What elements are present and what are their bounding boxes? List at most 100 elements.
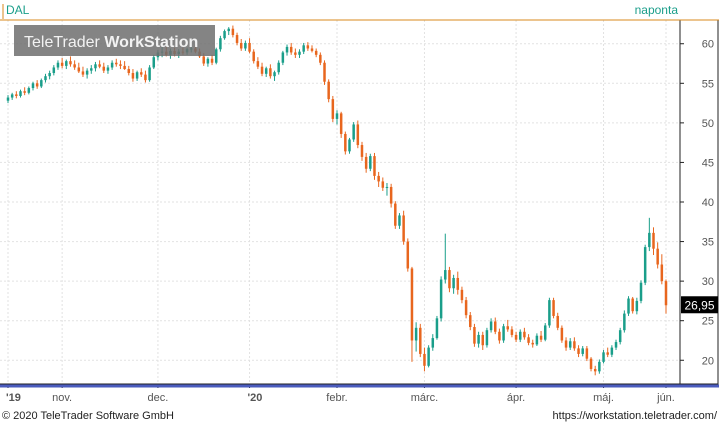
candle-body — [456, 277, 460, 290]
candle-body — [227, 28, 230, 32]
candle-body — [202, 56, 205, 64]
candle-body — [518, 331, 522, 340]
candle-body — [285, 46, 289, 53]
candle-body — [419, 327, 422, 354]
candle-body — [660, 264, 664, 282]
candle-body — [269, 68, 272, 77]
candle-body — [431, 338, 435, 348]
candle-body — [123, 65, 126, 70]
last-price-badge: 26,95 — [681, 296, 718, 314]
x-tick-label: febr. — [326, 392, 347, 404]
candle-body — [356, 124, 360, 146]
candle-body — [298, 51, 301, 55]
candle-body — [635, 300, 639, 312]
candle-body — [94, 64, 97, 69]
candle-body — [19, 91, 22, 96]
candle-body — [473, 327, 476, 344]
candle-body — [223, 31, 226, 39]
candle-body — [214, 49, 218, 63]
svg-text:TeleTrader WorkStation: TeleTrader WorkStation — [24, 34, 198, 51]
candle-body — [481, 334, 485, 346]
candle-body — [348, 139, 351, 152]
candle-body — [56, 62, 60, 68]
candle-body — [385, 186, 389, 188]
y-tick-label: 25 — [702, 316, 714, 328]
candle-body — [327, 81, 330, 100]
candle-body — [252, 51, 255, 62]
candle-body — [135, 72, 139, 79]
candle-body — [119, 64, 122, 66]
candle-body — [335, 113, 339, 119]
candle-body — [414, 327, 418, 341]
candle-body — [564, 340, 568, 348]
candle-body — [448, 270, 451, 289]
candle-body — [248, 42, 251, 52]
candles — [6, 25, 668, 376]
candle-body — [618, 330, 622, 343]
candle-body — [90, 68, 93, 71]
x-tick-label: '20 — [248, 392, 263, 404]
candle-body — [494, 321, 497, 332]
candle-body — [581, 348, 584, 354]
candle-body — [539, 335, 543, 340]
candle-body — [360, 145, 364, 157]
candle-body — [364, 156, 368, 169]
candle-body — [506, 326, 509, 330]
y-tick-label: 40 — [702, 197, 714, 209]
y-tick-label: 35 — [702, 237, 714, 249]
candle-body — [277, 62, 280, 73]
candle-body — [548, 300, 551, 326]
candle-body — [452, 277, 455, 289]
candle-body — [556, 315, 559, 328]
candle-body — [219, 38, 222, 50]
candle-body — [602, 352, 605, 362]
candle-body — [344, 133, 347, 152]
candle-body — [27, 88, 31, 93]
candle-body — [44, 76, 47, 81]
x-tick-label: dec. — [148, 392, 169, 404]
candle-body — [444, 270, 447, 280]
candle-body — [664, 281, 668, 306]
candle-body — [131, 73, 135, 79]
candle-body — [514, 334, 518, 340]
candle-body — [614, 342, 618, 348]
candle-body — [110, 62, 114, 68]
candle-body — [485, 330, 489, 346]
candle-body — [477, 334, 480, 344]
candle-body — [302, 45, 305, 52]
candle-body — [85, 70, 89, 75]
candle-body — [106, 67, 110, 71]
candle-body — [610, 347, 614, 355]
candle-body — [231, 28, 235, 36]
candle-body — [406, 241, 410, 269]
y-tick-label: 50 — [702, 118, 714, 130]
candle-body — [264, 68, 268, 74]
y-axis-ticks: 20 25 30 35 40 45 50 55 60 — [680, 39, 714, 367]
candle-body — [239, 42, 243, 49]
candle-body — [623, 313, 626, 331]
candle-body — [577, 348, 580, 354]
candle-body — [410, 268, 414, 341]
candle-body — [60, 62, 64, 66]
candle-body — [65, 61, 68, 66]
candle-body — [498, 331, 501, 341]
candle-body — [527, 337, 530, 343]
candle-body — [639, 282, 643, 301]
x-tick-label: ápr. — [507, 392, 525, 404]
candle-body — [35, 83, 39, 87]
candle-body — [402, 215, 405, 242]
candle-body — [281, 52, 285, 63]
candle-body — [339, 113, 343, 134]
candle-body — [552, 300, 555, 316]
candle-body — [606, 352, 609, 355]
candle-body — [469, 315, 472, 328]
candle-body — [627, 298, 630, 314]
y-tick-label: 55 — [702, 78, 714, 90]
candle-body — [373, 156, 376, 176]
candle-body — [439, 279, 443, 319]
candle-body — [48, 73, 51, 77]
candle-body — [10, 94, 14, 98]
candle-body — [531, 342, 534, 345]
